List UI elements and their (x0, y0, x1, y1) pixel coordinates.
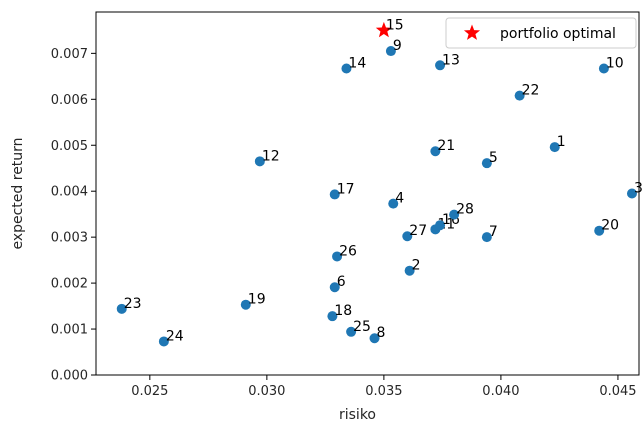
data-point (388, 198, 399, 209)
data-point-label: 18 (334, 303, 352, 319)
data-point-label: 25 (353, 319, 371, 335)
data-point-label: 20 (601, 218, 619, 234)
y-tick-label: 0.003 (51, 231, 88, 246)
data-point (598, 63, 609, 74)
data-point (327, 311, 338, 322)
data-point-label: 9 (393, 38, 402, 54)
data-point-label: 10 (606, 56, 624, 72)
data-point-label: 22 (522, 83, 540, 99)
data-point (481, 232, 492, 243)
data-point-label: 19 (248, 292, 266, 308)
data-point (369, 333, 380, 344)
points-layer: 1234567891011121314161718192021222324252… (116, 17, 643, 347)
y-tick-label: 0.001 (51, 323, 88, 338)
data-point (435, 60, 446, 71)
optimal-point-star (375, 21, 392, 38)
plot-frame (95, 11, 640, 376)
data-point-label: 17 (337, 181, 355, 197)
data-point-label: 4 (395, 191, 404, 207)
data-point-label: 6 (337, 274, 346, 290)
data-point (481, 158, 492, 169)
x-tick-label: 0.035 (365, 384, 402, 399)
data-point (430, 146, 441, 157)
data-point (626, 188, 637, 199)
data-point-label: 5 (489, 150, 498, 166)
data-point-label: 28 (456, 202, 474, 218)
data-point (346, 326, 357, 337)
x-tick-label: 0.025 (131, 384, 168, 399)
axes-layer: 0.025 0.030 0.035 0.040 0.045 0.000 0.001 0.002… (10, 11, 640, 423)
data-point-label: 14 (348, 56, 366, 72)
legend-star-icon (463, 24, 481, 40)
x-tick-label: 0.045 (599, 384, 636, 399)
data-point (404, 265, 415, 276)
data-point-label: 8 (377, 325, 386, 341)
y-tick-label: 0.000 (51, 369, 88, 384)
legend-entry-label: portfolio optimal (500, 26, 616, 42)
legend-box (445, 17, 637, 49)
data-point (449, 209, 460, 220)
data-point (254, 156, 265, 167)
data-point (158, 336, 169, 347)
data-point (385, 46, 396, 57)
data-point-label: 12 (262, 148, 280, 164)
data-point-label: 26 (339, 243, 357, 259)
data-point (549, 142, 560, 153)
data-point (240, 299, 251, 310)
data-point-label: 3 (634, 181, 643, 197)
data-point (116, 303, 127, 314)
y-tick-label: 0.005 (51, 139, 88, 154)
data-point-label: 15 (386, 17, 404, 33)
y-tick-label: 0.002 (51, 277, 88, 292)
legend: portfolio optimal (445, 17, 637, 49)
data-point (514, 90, 525, 101)
x-axis-label: risiko (339, 407, 376, 423)
data-point (341, 63, 352, 74)
data-point (329, 282, 340, 293)
data-point-label: 13 (442, 52, 460, 68)
x-tick-label: 0.030 (248, 384, 285, 399)
data-point-label: 21 (437, 138, 455, 154)
data-point (332, 251, 343, 262)
data-point (329, 189, 340, 200)
y-tick-label: 0.004 (51, 185, 88, 200)
data-point (435, 220, 446, 231)
data-point-label: 27 (409, 223, 427, 239)
x-tick-label: 0.040 (482, 384, 519, 399)
data-point-label: 24 (166, 328, 184, 344)
y-tick-label: 0.006 (51, 93, 88, 108)
data-point-label: 7 (489, 224, 498, 240)
data-point-label: 2 (412, 258, 421, 274)
y-tick-label: 0.007 (51, 47, 88, 62)
data-point (594, 225, 605, 236)
data-point-label: 1 (557, 134, 566, 150)
y-axis-label: expected return (10, 137, 26, 249)
data-point-label: 23 (124, 296, 142, 312)
data-point (402, 231, 413, 242)
